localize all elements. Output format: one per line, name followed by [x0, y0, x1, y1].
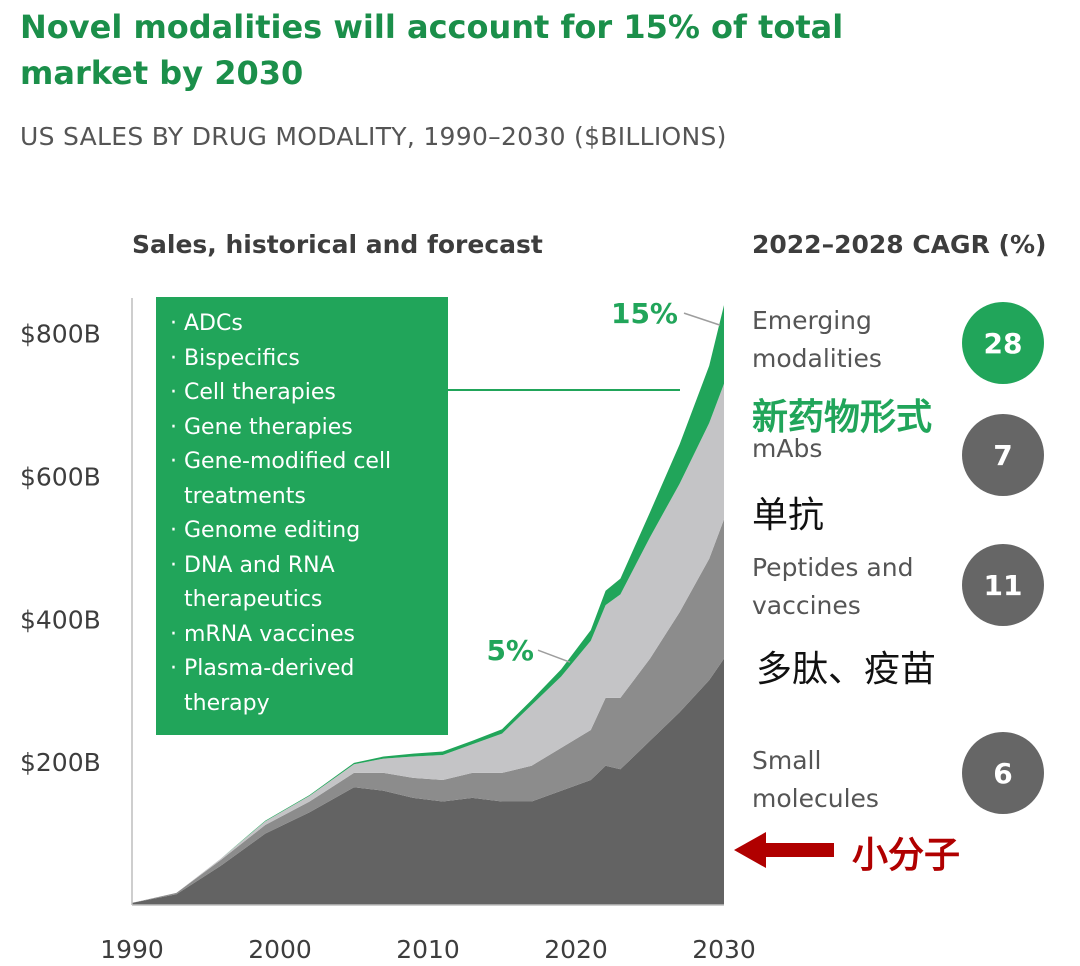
cagr-label-peptides: Peptides and vaccines	[752, 553, 914, 620]
y-tick-label: $800B	[20, 320, 101, 349]
area-peptides-and-vaccines	[132, 519, 724, 903]
red-arrow-icon	[734, 832, 834, 868]
cagr-value-mabs: 7	[962, 414, 1044, 496]
y-tick-label: $400B	[20, 605, 101, 634]
annotation-5-pointer	[537, 649, 571, 663]
legend-item: Plasma-derived therapy	[168, 652, 436, 721]
emerging-modalities-legend: ADCs Bispecifics Cell therapies Gene the…	[156, 297, 448, 735]
cagr-row-small-molecules: Small molecules 6	[752, 732, 1044, 818]
area-small-molecules	[132, 658, 724, 905]
legend-item: mRNA vaccines	[168, 618, 436, 653]
annotation-15-percent: 15%	[611, 297, 678, 330]
page-title: Novel modalities will account for 15% of…	[20, 8, 844, 92]
annotation-cn-emerging: 新药物形式	[752, 397, 933, 438]
x-tick-label: 2030	[692, 935, 756, 964]
annotation-5-percent: 5%	[486, 634, 534, 667]
cagr-label-small-molecules: Small molecules	[752, 746, 879, 813]
legend-item: Cell therapies	[168, 376, 436, 411]
cagr-heading: 2022–2028 CAGR (%)	[752, 230, 1047, 259]
cagr-label-mabs: mAbs	[752, 434, 823, 463]
chart-subtitle: US SALES BY DRUG MODALITY, 1990–2030 ($B…	[20, 122, 727, 151]
legend-item: Gene therapies	[168, 411, 436, 446]
cagr-value-emerging: 28	[962, 302, 1044, 384]
legend-item: Gene-modified cell treatments	[168, 445, 436, 514]
x-tick-label: 2000	[248, 935, 312, 964]
chart-heading: Sales, historical and forecast	[132, 230, 543, 259]
legend-item: Bispecifics	[168, 342, 436, 377]
area-emerging-modalities	[132, 305, 724, 903]
area-mabs	[132, 383, 724, 903]
cagr-label-emerging: Emerging modalities	[752, 306, 882, 373]
cagr-row-emerging: Emerging modalities 28	[752, 302, 1044, 384]
cagr-value-small-molecules: 6	[962, 732, 1044, 814]
annotation-cn-peptides: 多肽、疫苗	[756, 649, 937, 690]
legend-item: DNA and RNA therapeutics	[168, 549, 436, 618]
cagr-row-mabs: mAbs 7	[752, 414, 1044, 496]
legend-item: ADCs	[168, 307, 436, 342]
x-tick-label: 2020	[544, 935, 608, 964]
cagr-row-peptides: Peptides and vaccines 11	[752, 544, 1044, 626]
legend-item: Genome editing	[168, 514, 436, 549]
cagr-value-peptides: 11	[962, 544, 1044, 626]
y-tick-label: $600B	[20, 463, 101, 492]
y-tick-label: $200B	[20, 748, 101, 777]
x-tick-label: 1990	[100, 935, 164, 964]
annotation-cn-small-molecules: 小分子	[852, 835, 961, 876]
annotation-cn-mabs: 单抗	[752, 495, 825, 536]
x-tick-label: 2010	[396, 935, 460, 964]
annotation-15-pointer	[683, 312, 721, 326]
